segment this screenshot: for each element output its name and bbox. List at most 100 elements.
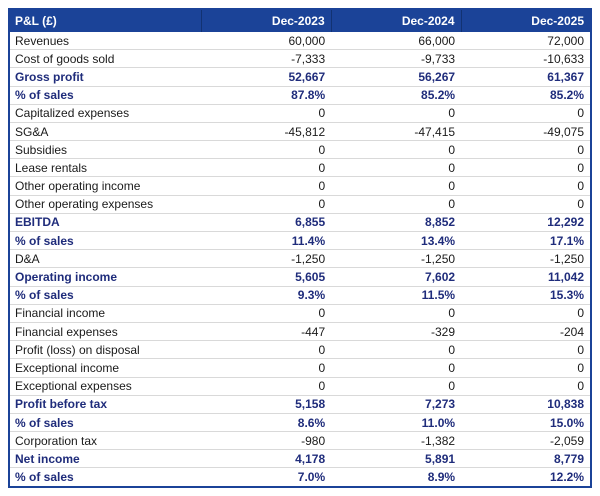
row-value: 6,855: [201, 213, 332, 233]
row-label: Cost of goods sold: [9, 49, 202, 69]
row-value: 0: [461, 304, 591, 323]
row-value: 87.8%: [201, 86, 332, 105]
row-label: Profit before tax: [9, 395, 202, 414]
table-row: Net income 4,178 5,891 8,779: [9, 449, 591, 469]
table-row: % of sales 11.4% 13.4% 17.1%: [9, 231, 591, 251]
row-value: 13.4%: [331, 231, 462, 251]
table-row: Revenues 60,000 66,000 72,000: [9, 32, 591, 51]
table-row: Profit before tax 5,158 7,273 10,838: [9, 395, 591, 414]
row-label: Gross profit: [9, 67, 202, 87]
row-value: -49,075: [461, 122, 591, 142]
table-row: Capitalized expenses 0 0 0: [9, 104, 591, 123]
row-label: Lease rentals: [9, 158, 202, 178]
row-value: 61,367: [461, 67, 591, 87]
table-row: Exceptional expenses 0 0 0: [9, 377, 591, 396]
column-header-dec-2025: Dec-2025: [460, 9, 591, 32]
row-value: -10,633: [461, 49, 591, 69]
row-value: 0: [461, 158, 591, 178]
row-value: 0: [331, 140, 462, 160]
row-value: 56,267: [331, 67, 462, 87]
table-row: Other operating income 0 0 0: [9, 176, 591, 196]
row-value: 0: [201, 140, 332, 160]
row-value: 9.3%: [201, 286, 332, 305]
row-value: 0: [461, 358, 591, 378]
row-value: 0: [201, 358, 332, 378]
row-value: -9,733: [331, 49, 462, 69]
row-value: 0: [201, 377, 332, 396]
row-value: 0: [331, 377, 462, 396]
table-row: Cost of goods sold -7,333 -9,733 -10,633: [9, 49, 591, 69]
table-row: EBITDA 6,855 8,852 12,292: [9, 213, 591, 233]
pnl-table-header: P&L (£) Dec-2023 Dec-2024 Dec-2025: [9, 9, 591, 32]
row-value: 5,605: [201, 267, 332, 287]
row-label: % of sales: [9, 86, 202, 105]
row-label: Capitalized expenses: [9, 104, 202, 123]
row-value: 0: [201, 304, 332, 323]
column-header-dec-2023: Dec-2023: [200, 9, 332, 32]
row-value: 66,000: [331, 32, 462, 51]
row-value: 8.6%: [201, 413, 332, 433]
row-value: 0: [331, 158, 462, 178]
table-row: Gross profit 52,667 56,267 61,367: [9, 67, 591, 87]
row-value: 11.5%: [331, 286, 462, 305]
row-value: 10,838: [461, 395, 591, 414]
row-value: 85.2%: [461, 86, 591, 105]
row-label: Other operating expenses: [9, 195, 202, 214]
row-label: Profit (loss) on disposal: [9, 340, 202, 360]
row-value: 0: [331, 195, 462, 214]
row-value: -2,059: [461, 431, 591, 451]
row-value: -1,250: [461, 249, 591, 269]
header-row: P&L (£) Dec-2023 Dec-2024 Dec-2025: [9, 9, 591, 32]
row-value: 11,042: [461, 267, 591, 287]
row-value: 0: [201, 340, 332, 360]
row-label: Financial expenses: [9, 322, 202, 342]
row-value: 5,891: [331, 449, 462, 469]
pnl-table: P&L (£) Dec-2023 Dec-2024 Dec-2025 Reven…: [8, 8, 592, 488]
row-value: 7,273: [331, 395, 462, 414]
row-value: 7,602: [331, 267, 462, 287]
row-value: 0: [461, 377, 591, 396]
table-row: Profit (loss) on disposal 0 0 0: [9, 340, 591, 360]
row-label: EBITDA: [9, 213, 202, 233]
row-value: 0: [461, 195, 591, 214]
row-value: 15.3%: [461, 286, 591, 305]
table-row: Other operating expenses 0 0 0: [9, 195, 591, 214]
row-label: Corporation tax: [9, 431, 202, 451]
row-value: -329: [331, 322, 462, 342]
row-value: 8,852: [331, 213, 462, 233]
row-value: 0: [461, 176, 591, 196]
row-value: 11.0%: [331, 413, 462, 433]
row-value: 5,158: [201, 395, 332, 414]
table-row: Operating income 5,605 7,602 11,042: [9, 267, 591, 287]
table-row: % of sales 8.6% 11.0% 15.0%: [9, 413, 591, 433]
row-value: -7,333: [201, 49, 332, 69]
row-value: -447: [201, 322, 332, 342]
row-label: % of sales: [9, 286, 202, 305]
column-header-dec-2024: Dec-2024: [330, 9, 462, 32]
row-value: 4,178: [201, 449, 332, 469]
row-value: 0: [201, 195, 332, 214]
table-row: D&A -1,250 -1,250 -1,250: [9, 249, 591, 269]
table-row: Financial income 0 0 0: [9, 304, 591, 323]
row-label: Subsidies: [9, 140, 202, 160]
row-value: 60,000: [201, 32, 332, 51]
row-value: -980: [201, 431, 332, 451]
row-value: 72,000: [461, 32, 591, 51]
row-label: Financial income: [9, 304, 202, 323]
row-value: 0: [201, 104, 332, 123]
row-value: 0: [331, 104, 462, 123]
row-value: 0: [461, 104, 591, 123]
row-value: 0: [461, 140, 591, 160]
row-value: 17.1%: [461, 231, 591, 251]
row-value: 8,779: [461, 449, 591, 469]
row-value: 85.2%: [331, 86, 462, 105]
row-label: Revenues: [9, 32, 202, 51]
row-value: -1,250: [331, 249, 462, 269]
row-value: 0: [331, 304, 462, 323]
row-label: Other operating income: [9, 176, 202, 196]
row-value: 52,667: [201, 67, 332, 87]
row-label: % of sales: [9, 231, 202, 251]
table-row: Exceptional income 0 0 0: [9, 358, 591, 378]
row-value: 12.2%: [549, 470, 584, 485]
